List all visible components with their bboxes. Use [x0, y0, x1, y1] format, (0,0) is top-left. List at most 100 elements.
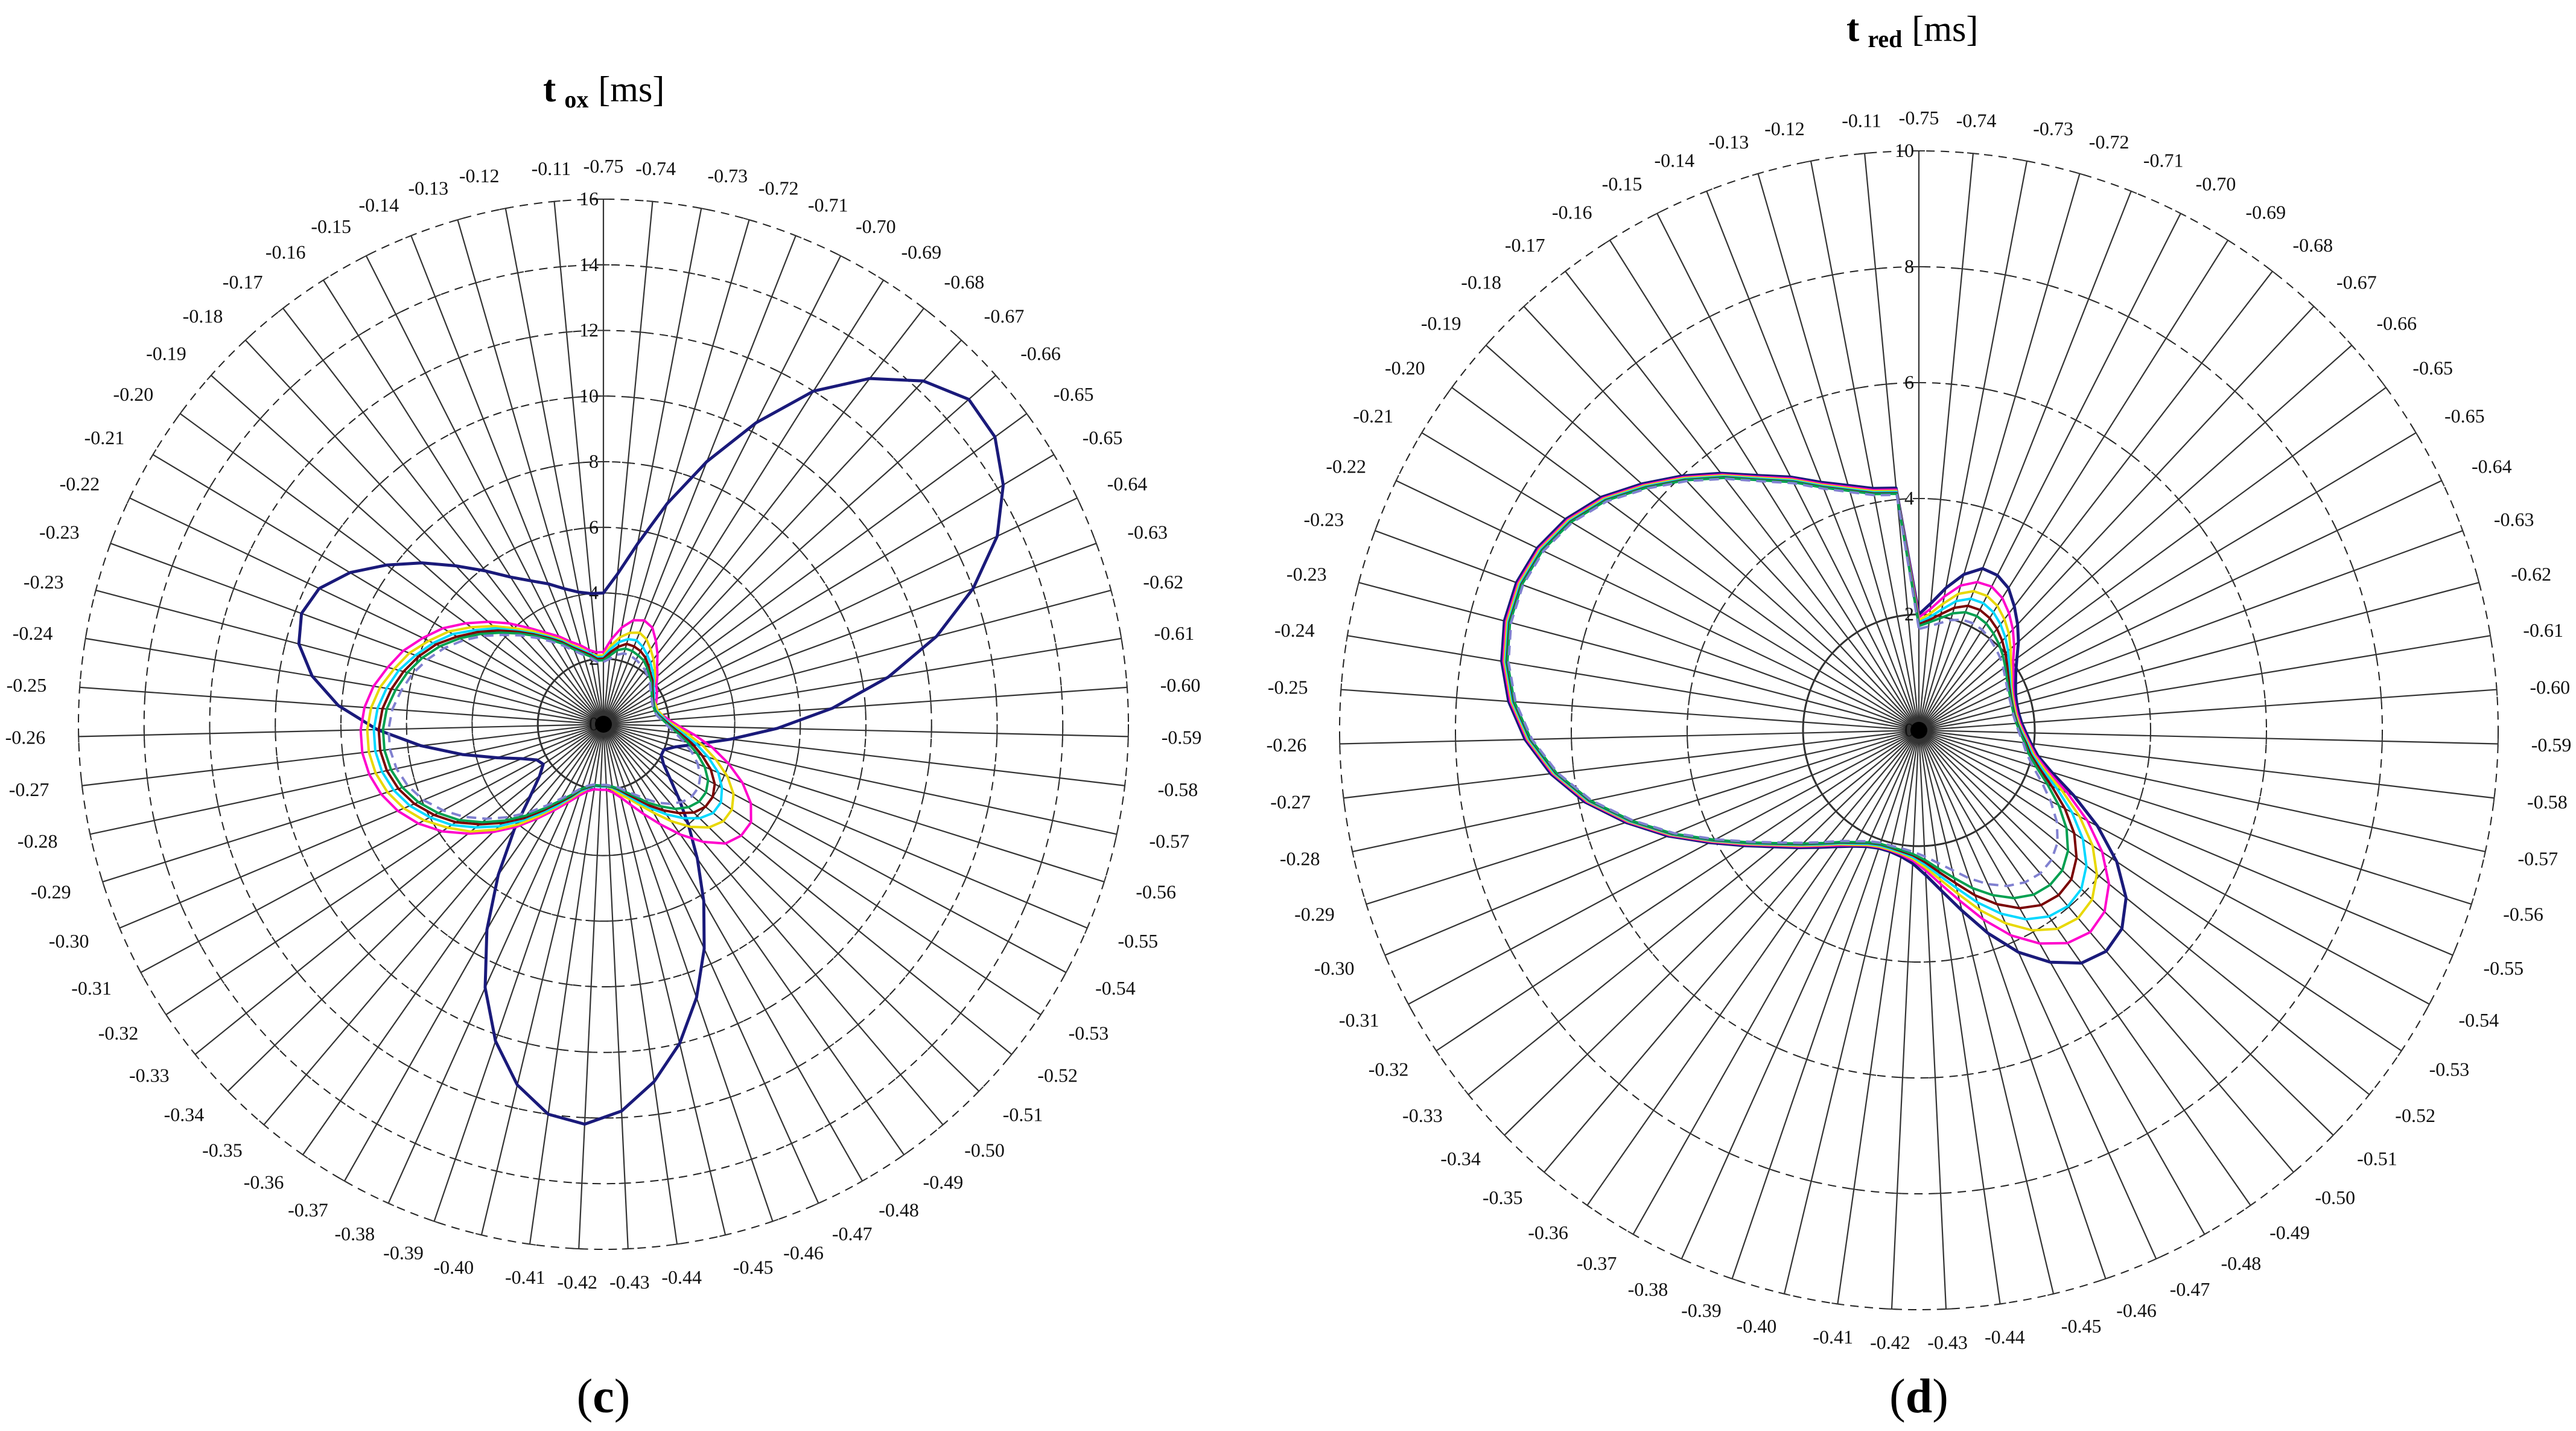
spoke-tick-d-6-6 — [2099, 432, 2110, 440]
spoke-tick-c-35-10 — [551, 1047, 564, 1051]
spoke-tick-c-21-10 — [903, 846, 909, 858]
spoke-tick-d-14-2 — [2029, 695, 2034, 707]
category-label-d-60: -0.17 — [1505, 234, 1545, 256]
title-unit-c: [ms] — [598, 69, 664, 109]
spoke-tick-c-62-16 — [360, 252, 372, 260]
category-label-c-34: -0.42 — [557, 1271, 597, 1293]
spoke-tick-d-40-8 — [1648, 1106, 1659, 1115]
spoke-tick-d-60-10 — [1560, 267, 1571, 276]
category-label-d-35: -0.41 — [1813, 1326, 1853, 1348]
spoke-tick-c-65-10 — [536, 400, 549, 404]
spoke-tick-c-35-14 — [533, 1178, 545, 1181]
spoke-tick-d-61-10 — [1604, 236, 1615, 244]
spoke-tick-c-54-8 — [354, 628, 360, 640]
spoke-tick-d-46-4 — [1702, 814, 1708, 826]
category-label-c-20: -0.56 — [1136, 881, 1176, 903]
spoke-tick-c-53-6 — [411, 668, 416, 680]
category-label-c-55: -0.22 — [60, 473, 100, 494]
spoke-tick-d-1-8 — [1956, 267, 1968, 270]
spoke-tick-c-60-16 — [278, 304, 288, 313]
caption-close-c: ) — [614, 1370, 631, 1423]
spoke-tick-c-29-12 — [758, 1080, 771, 1087]
spoke-tick-c-63-16 — [405, 232, 417, 239]
spoke-tick-c-20-16 — [1101, 876, 1107, 888]
category-label-d-30: -0.46 — [2116, 1299, 2157, 1321]
category-label-d-55: -0.22 — [1326, 456, 1366, 477]
category-label-c-61: -0.16 — [266, 241, 306, 263]
spoke-tick-c-59-16 — [240, 336, 250, 345]
spoke-tick-d-22-2 — [2017, 779, 2024, 791]
spoke-tick-c-24-14 — [956, 1008, 965, 1019]
spoke-tick-c-19-10 — [922, 786, 926, 799]
spoke-tick-d-11-4 — [2114, 605, 2122, 617]
spoke-tick-d-56-6 — [1617, 546, 1624, 558]
spoke-tick-c-15-4 — [731, 696, 735, 709]
spoke-tick-c-39-12 — [403, 1063, 415, 1071]
spoke-tick-c-25-6 — [739, 857, 749, 867]
spoke-tick-c-64-8 — [524, 470, 537, 474]
category-label-d-59: -0.18 — [1461, 271, 1501, 293]
spoke-tick-d-15-8 — [2374, 648, 2378, 661]
spoke-tick-d-38-10 — [1676, 1255, 1688, 1262]
spoke-tick-d-21-2 — [2023, 769, 2029, 782]
spoke-tick-d-63-2 — [1870, 619, 1883, 625]
spoke-tick-d-66-6 — [1880, 383, 1893, 386]
spoke-tick-c-54-14 — [169, 560, 175, 572]
spoke-tick-c-26-10 — [810, 970, 821, 979]
caption-open-c: ( — [577, 1370, 593, 1423]
spoke-tick-d-58-4 — [1741, 571, 1751, 581]
spoke-tick-c-15-6 — [796, 686, 800, 698]
category-label-c-7: -0.68 — [944, 271, 985, 293]
spoke-d-28 — [1918, 730, 2206, 1235]
spoke-tick-d-40-10 — [1582, 1201, 1593, 1209]
spoke-tick-c-47-6 — [413, 777, 418, 789]
spoke-d-20 — [1918, 729, 2472, 905]
spoke-tick-c-26-6 — [725, 870, 736, 879]
spoke-tick-d-15-10 — [2489, 629, 2492, 642]
spoke-tick-d-57-10 — [1448, 382, 1456, 393]
spoke-tick-d-16-6 — [2264, 700, 2267, 712]
spoke-tick-c-48-16 — [88, 828, 92, 841]
category-label-c-37: -0.39 — [383, 1242, 424, 1264]
spoke-tick-d-56-10 — [1418, 427, 1426, 439]
spoke-tick-c-42-6 — [457, 857, 468, 867]
spoke-tick-c-30-16 — [766, 1219, 779, 1224]
spoke-tick-c-61-16 — [317, 276, 329, 284]
spoke-tick-c-11-8 — [825, 584, 833, 595]
spoke-d-60 — [1565, 270, 1919, 731]
spoke-tick-c-59-14 — [285, 383, 295, 393]
spoke-tick-c-31-6 — [643, 914, 655, 918]
spoke-tick-d-61-2 — [1851, 628, 1863, 636]
spoke-tick-c-18-16 — [1123, 779, 1127, 792]
spoke-tick-d-35-6 — [1864, 1072, 1877, 1076]
spoke-tick-d-52-2 — [1802, 705, 1807, 718]
category-label-c-10: -0.65 — [1054, 383, 1094, 405]
spoke-tick-c-38-14 — [409, 1140, 421, 1147]
category-label-d-2: -0.73 — [2033, 118, 2073, 139]
spoke-tick-c-36-4 — [567, 850, 579, 854]
spoke-tick-c-20-6 — [789, 777, 794, 789]
spoke-d-45 — [1408, 730, 1919, 1005]
spoke-tick-c-1-16 — [646, 200, 659, 203]
spoke-tick-c-14-12 — [982, 617, 987, 630]
spoke-tick-c-2-12 — [670, 336, 683, 339]
spoke-tick-c-56-4 — [487, 651, 495, 663]
spoke-tick-c-29-14 — [786, 1140, 798, 1147]
spoke-tick-c-7-12 — [838, 408, 849, 417]
category-label-c-66: -0.11 — [532, 158, 571, 179]
spoke-d-38 — [1681, 730, 1920, 1260]
radial-tick-label-c-14: 14 — [579, 253, 599, 275]
spoke-tick-c-10-12 — [917, 486, 925, 497]
spoke-tick-d-64-10 — [1752, 171, 1764, 176]
spoke-d-40 — [1586, 730, 1919, 1206]
spoke-tick-c-27-14 — [861, 1097, 872, 1105]
spoke-tick-c-30-6 — [661, 908, 673, 914]
spoke-tick-c-12-6 — [778, 633, 784, 645]
radial-tick-label-d-10: 10 — [1895, 139, 1914, 161]
title-subscript-c: ox — [564, 86, 588, 113]
spoke-tick-d-52-4 — [1688, 686, 1692, 699]
category-label-c-21: -0.55 — [1118, 930, 1158, 952]
spoke-tick-c-1-4 — [609, 592, 622, 595]
spoke-tick-d-20-4 — [2137, 794, 2143, 806]
category-label-d-26: -0.50 — [2315, 1187, 2355, 1208]
